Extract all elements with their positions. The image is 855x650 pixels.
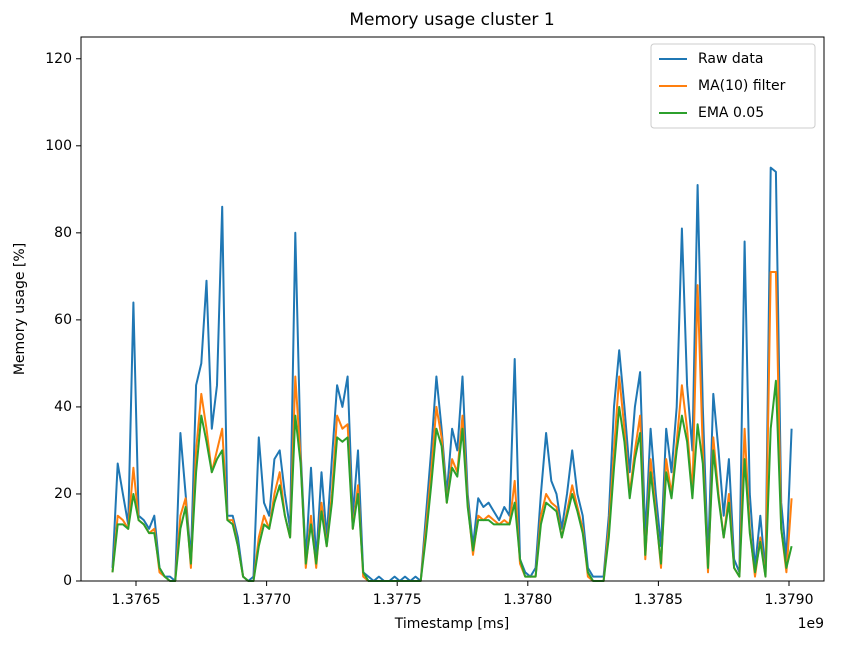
y-axis-label: Memory usage [%]: [12, 243, 28, 375]
y-tick-label: 0: [63, 573, 72, 589]
y-tick-label: 80: [54, 225, 72, 241]
series-line: [111, 166, 793, 582]
y-tick-label: 120: [45, 51, 72, 67]
legend-label: EMA 0.05: [698, 105, 764, 121]
x-tick-label: 1.3785: [634, 592, 683, 608]
y-tick-label: 60: [54, 312, 72, 328]
chart-title: Memory usage cluster 1: [349, 10, 554, 30]
x-tick-label: 1.3790: [764, 592, 813, 608]
x-tick-label: 1.3765: [112, 592, 161, 608]
y-tick-label: 100: [45, 138, 72, 154]
plot-frame: [80, 36, 825, 582]
series-line: [111, 379, 793, 582]
y-tick-label: 20: [54, 486, 72, 502]
x-axis-label: Timestamp [ms]: [394, 616, 509, 632]
legend-label: MA(10) filter: [698, 78, 786, 94]
x-tick-label: 1.3770: [242, 592, 291, 608]
x-tick-label: 1.3775: [373, 592, 422, 608]
legend-box: [650, 43, 816, 129]
y-tick-label: 40: [54, 399, 72, 415]
x-offset-label: 1e9: [798, 616, 824, 632]
x-tick-label: 1.3780: [503, 592, 552, 608]
legend-label: Raw data: [698, 51, 763, 67]
